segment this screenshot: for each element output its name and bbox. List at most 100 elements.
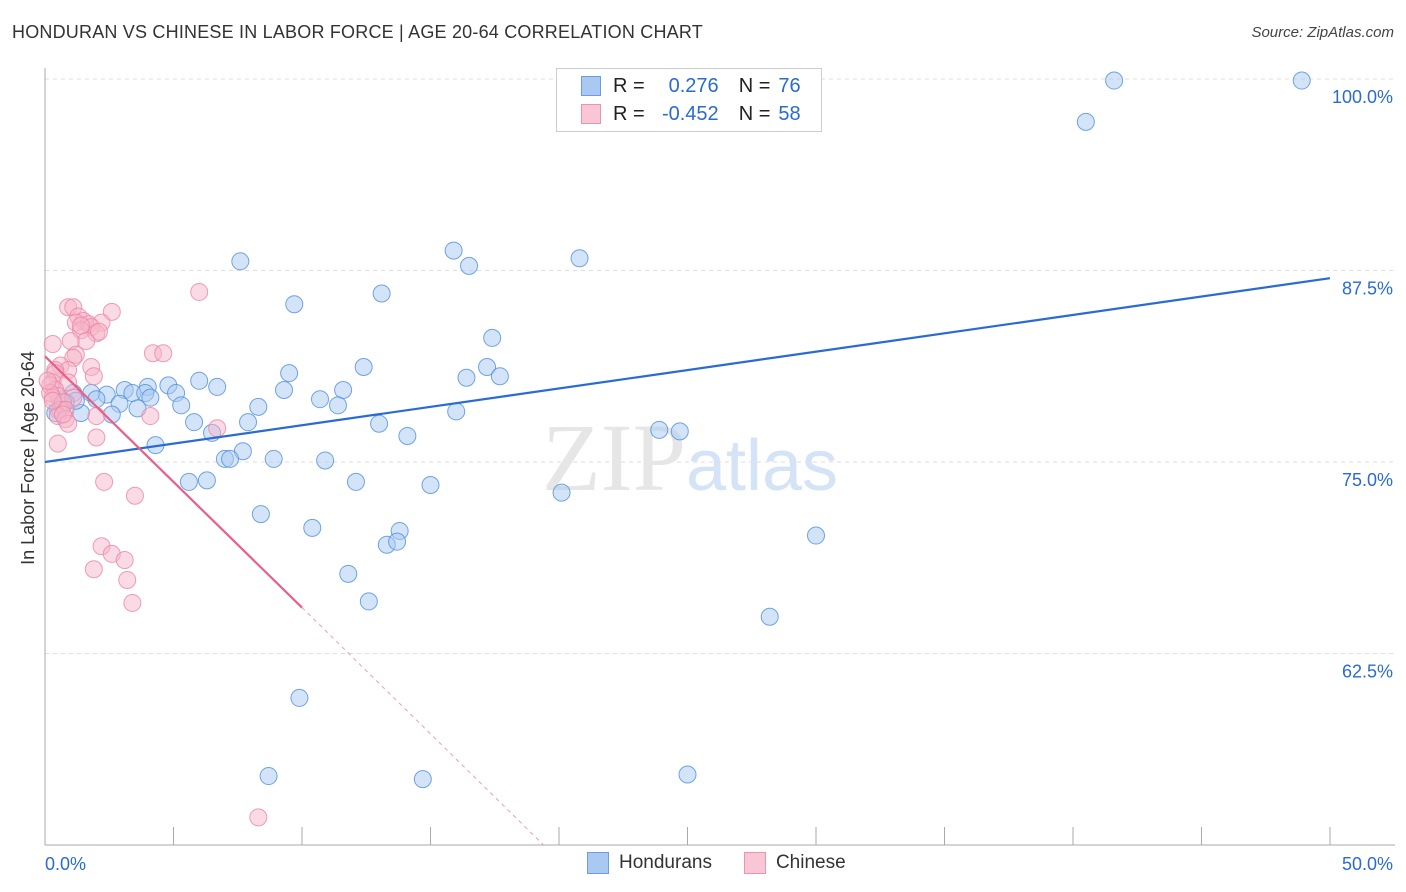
n-value: 58	[778, 102, 801, 125]
chinese-point	[87, 407, 106, 426]
y-tick-label: 75.0%	[1342, 470, 1393, 490]
legend-row-hondurans: R = 0.276 N = 76	[581, 73, 801, 99]
tick-labels: 100.0% 87.5% 75.0% 62.5% 0.0% 50.0%	[45, 87, 1393, 874]
hondurans-point	[239, 413, 258, 432]
legend-row-chinese: R = -0.452 N = 58	[581, 101, 801, 127]
hondurans-point	[141, 388, 160, 407]
hondurans-point	[1292, 71, 1311, 90]
chinese-point	[84, 367, 103, 386]
chinese-point	[84, 560, 103, 579]
r-label: R =	[613, 74, 645, 97]
hondurans-point	[290, 688, 309, 707]
hondurans-point	[570, 249, 589, 268]
chinese-point	[115, 551, 134, 570]
hondurans-point	[359, 592, 378, 611]
hondurans-point	[421, 475, 440, 494]
chinese-point	[123, 593, 142, 612]
chinese-point	[154, 344, 173, 363]
chinese-point	[118, 570, 137, 589]
hondurans-point	[179, 472, 198, 491]
chinese-point	[125, 486, 144, 505]
hondurans-legend-swatch	[587, 852, 609, 874]
points	[38, 71, 1311, 827]
hondurans-point	[490, 367, 509, 386]
hondurans-point	[249, 397, 268, 416]
axes	[44, 68, 1395, 846]
hondurans-point	[457, 368, 476, 387]
n-label: N =	[738, 102, 771, 125]
chinese-point	[43, 391, 62, 410]
hondurans-point	[354, 358, 373, 377]
chinese-point	[208, 419, 227, 438]
hondurans-point	[370, 414, 389, 433]
hondurans-point	[670, 422, 689, 441]
chinese-legend-label: Chinese	[775, 852, 846, 873]
r-value: -0.452	[661, 102, 719, 125]
hondurans-point	[1076, 112, 1095, 131]
chinese-point	[89, 322, 108, 341]
chinese-point	[38, 371, 57, 390]
hondurans-point	[316, 451, 335, 470]
y-tick-label: 87.5%	[1342, 279, 1393, 299]
hondurans-point	[172, 396, 191, 415]
hondurans-point	[447, 402, 466, 421]
source-label: Source: ZipAtlas.com	[1251, 24, 1394, 41]
y-tick-label: 100.0%	[1332, 87, 1393, 107]
hondurans-point	[251, 505, 270, 524]
series-legend: Hondurans Chinese	[587, 852, 846, 874]
chinese-point	[249, 808, 268, 827]
chinese-swatch	[581, 104, 601, 124]
hondurans-point	[552, 483, 571, 502]
hondurans-point	[303, 518, 322, 537]
hondurans-point	[413, 770, 432, 789]
watermark: ZIPatlas	[542, 404, 838, 511]
r-value: 0.276	[668, 74, 719, 97]
n-label: N =	[738, 74, 771, 97]
hondurans-point	[197, 471, 216, 490]
hondurans-point	[807, 526, 825, 545]
hondurans-point	[1105, 71, 1124, 90]
hondurans-trend-line	[44, 277, 1331, 464]
chinese-point	[87, 428, 106, 447]
n-value: 76	[778, 74, 801, 97]
hondurans-point	[650, 420, 669, 439]
y-axis-label: In Labor Force | Age 20-64	[18, 351, 38, 565]
hondurans-point	[760, 607, 779, 626]
hondurans-point	[478, 358, 497, 377]
x-tick-label: 50.0%	[1342, 854, 1393, 874]
hondurans-swatch	[581, 76, 601, 96]
hondurans-point	[280, 364, 299, 383]
hondurans-point	[444, 241, 463, 260]
chinese-point	[48, 434, 67, 453]
hondurans-point	[264, 449, 283, 468]
hondurans-point	[678, 765, 697, 784]
trend-lines	[44, 277, 1331, 846]
chart-title: HONDURAN VS CHINESE IN LABOR FORCE | AGE…	[12, 22, 703, 42]
hondurans-point	[185, 413, 204, 432]
hondurans-legend-label: Hondurans	[619, 852, 712, 873]
hondurans-point	[190, 371, 209, 390]
hondurans-point	[483, 328, 502, 347]
chinese-trend-extension	[301, 607, 544, 846]
hondurans-point	[460, 256, 479, 275]
hondurans-point	[372, 284, 391, 303]
hondurans-point	[231, 252, 250, 271]
chinese-point	[53, 405, 72, 424]
hondurans-point	[285, 295, 304, 314]
hondurans-point	[275, 380, 294, 399]
chinese-point	[95, 472, 114, 491]
chinese-legend-swatch	[743, 852, 766, 874]
hondurans-point	[398, 426, 417, 445]
hondurans-point	[208, 377, 227, 396]
y-tick-label: 62.5%	[1342, 662, 1393, 682]
x-tick-label: 0.0%	[45, 854, 86, 874]
chinese-point	[71, 316, 90, 335]
hondurans-point	[334, 380, 353, 399]
r-label: R =	[613, 102, 645, 125]
chinese-trend-line	[44, 355, 303, 609]
correlation-legend: R = 0.276 N = 76 R = -0.452 N = 58	[556, 68, 822, 132]
watermark-atlas: atlas	[686, 426, 838, 506]
hondurans-point	[221, 449, 240, 468]
chinese-point	[43, 335, 62, 354]
